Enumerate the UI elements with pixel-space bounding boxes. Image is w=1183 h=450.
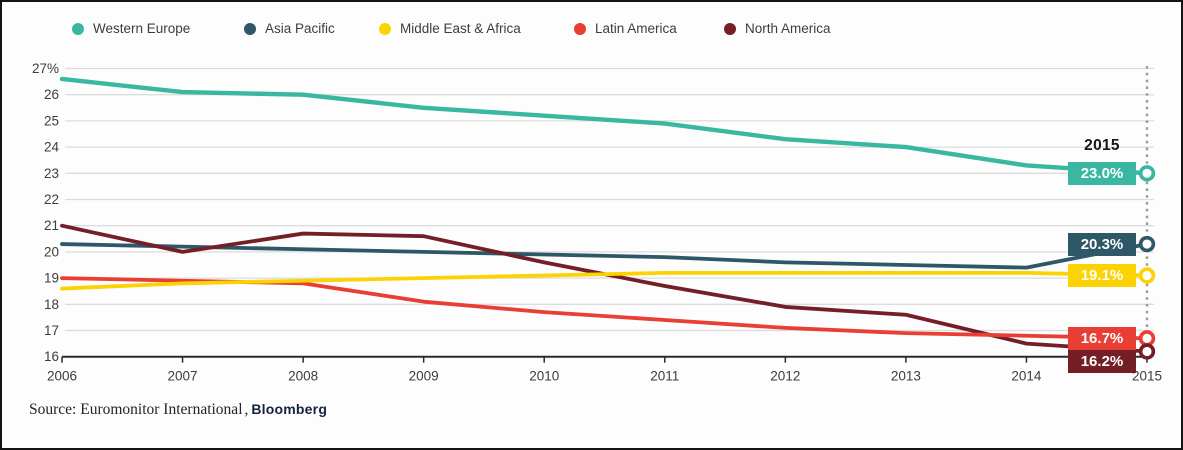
y-tick-label: 22 [44,192,59,207]
y-tick-label: 25 [44,113,59,128]
end-label-latin-america: 16.7% [1068,326,1136,350]
end-label-western-europe: 23.0% [1068,161,1136,185]
x-tick-label: 2010 [529,369,559,384]
x-tick-label: 2012 [770,369,800,384]
endpoint-marker-western-europe [1138,165,1156,182]
x-tick-label: 2009 [409,369,439,384]
source-separator: , [244,401,249,418]
latin-america-dot-icon [574,22,586,35]
y-tick-label: 24 [44,140,60,155]
year-callout: 2015 [1084,137,1120,154]
x-tick-label: 2013 [891,369,921,384]
y-tick-label: 23 [44,166,59,181]
series-line-middle-east-africa [60,270,1149,291]
x-tick-label: 2015 [1132,369,1162,384]
y-tick-label: 16 [44,349,59,364]
end-label-north-america: 16.2% [1068,349,1136,373]
x-tick-label: 2006 [47,369,77,384]
endpoint-marker-middle-east-africa [1138,267,1156,284]
legend-label: Western Europe [93,21,191,36]
x-tick-label: 2014 [1011,369,1042,384]
endpoint-marker-latin-america [1138,330,1156,347]
legend-item-asia-pacific: Asia Pacific [244,21,335,36]
y-tick-label: 20 [44,244,59,259]
western-europe-dot-icon [72,22,84,35]
legend-label: Asia Pacific [265,21,335,36]
series-line-north-america [60,223,1149,354]
legend-item-latin-america: Latin America [574,21,677,36]
y-tick-label: 17 [44,323,59,338]
x-tick-label: 2011 [650,369,679,384]
source-publisher: Bloomberg [251,401,328,417]
legend-item-western-europe: Western Europe [72,21,190,36]
north-america-dot-icon [724,22,736,35]
legend-label: North America [745,21,831,36]
x-tick-label: 2008 [288,369,318,384]
endpoint-marker-north-america [1138,343,1156,360]
legend-item-middle-east-africa: Middle East & Africa [379,21,521,36]
source-text: Source: Euromonitor International [29,401,243,418]
end-label-middle-east-africa: 19.1% [1068,263,1136,287]
y-tick-label: 19 [44,271,59,286]
legend-label: Latin America [595,21,677,36]
y-tick-label: 21 [44,218,59,233]
source-credit: Source: Euromonitor International, Bloomb… [29,401,327,419]
series-line-latin-america [60,276,1149,341]
x-tick-label: 2007 [168,369,198,384]
series-line-asia-pacific [60,242,1149,270]
endpoint-marker-asia-pacific [1138,235,1156,253]
y-tick-label: 26 [44,87,59,102]
middle-east-africa-dot-icon [379,22,391,35]
y-tick-label: 18 [44,297,59,312]
asia-pacific-dot-icon [244,22,256,35]
legend-label: Middle East & Africa [400,21,521,36]
y-tick-label: 27% [32,61,59,76]
legend-item-north-america: North America [724,21,831,36]
series-line-western-europe [59,76,1150,176]
end-label-asia-pacific: 20.3% [1068,232,1136,256]
